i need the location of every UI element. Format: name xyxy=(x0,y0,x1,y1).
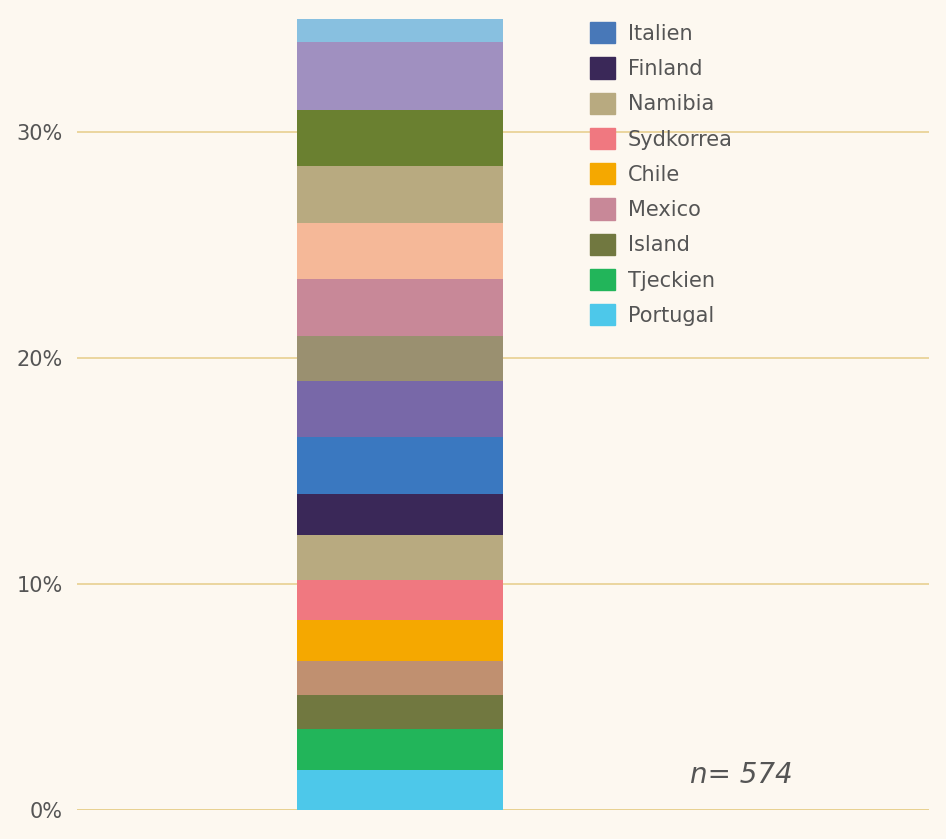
Bar xyxy=(297,534,503,580)
Bar xyxy=(297,661,503,695)
Bar xyxy=(297,0,503,42)
Bar xyxy=(297,769,503,810)
Bar xyxy=(297,166,503,222)
Bar xyxy=(297,621,503,661)
Bar xyxy=(297,42,503,110)
Bar xyxy=(297,437,503,494)
Bar xyxy=(297,110,503,166)
Bar xyxy=(297,729,503,769)
Bar xyxy=(297,494,503,534)
Bar xyxy=(297,695,503,729)
Bar xyxy=(297,580,503,621)
Text: n= 574: n= 574 xyxy=(691,761,793,789)
Legend: Italien, Finland, Namibia, Sydkorrea, Chile, Mexico, Island, Tjeckien, Portugal: Italien, Finland, Namibia, Sydkorrea, Ch… xyxy=(582,13,741,334)
Bar xyxy=(297,336,503,381)
Bar xyxy=(297,279,503,336)
Bar xyxy=(297,222,503,279)
Bar xyxy=(297,381,503,437)
